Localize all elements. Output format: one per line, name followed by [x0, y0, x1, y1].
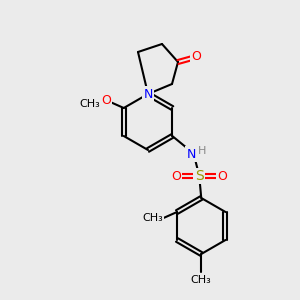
Text: O: O [217, 169, 227, 182]
Text: CH₃: CH₃ [80, 99, 100, 109]
Text: O: O [171, 169, 181, 182]
Text: O: O [191, 50, 201, 64]
Text: CH₃: CH₃ [191, 275, 212, 285]
Text: N: N [187, 148, 196, 160]
Text: N: N [143, 88, 153, 100]
Text: S: S [195, 169, 204, 183]
Text: O: O [101, 94, 111, 106]
Text: H: H [198, 146, 206, 156]
Text: CH₃: CH₃ [142, 213, 164, 223]
